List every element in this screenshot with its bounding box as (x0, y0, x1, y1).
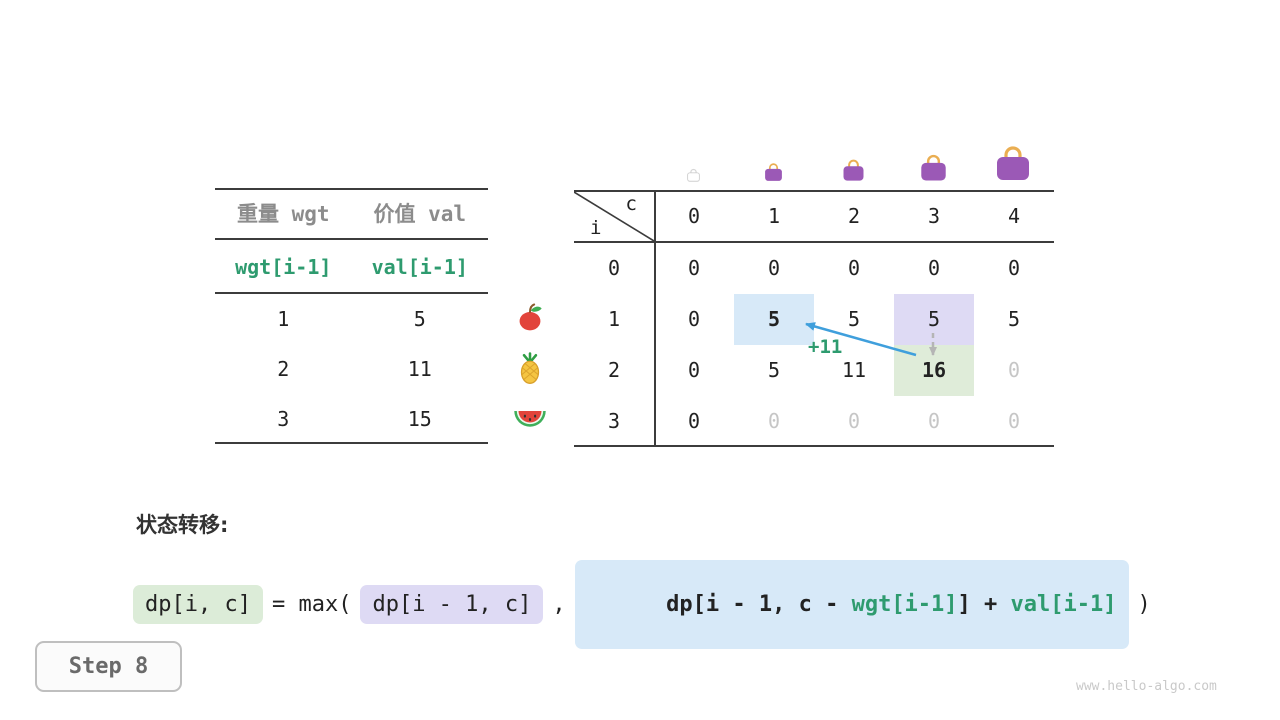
dp-row-header-1: 1 (607, 307, 621, 331)
dp-cell-r2-c3-current: 16 (894, 345, 974, 396)
dp-row-0: 0 0 0 0 0 0 (574, 243, 1054, 294)
wv-val-3: 15 (407, 407, 432, 431)
bag-icon-capacity-2 (841, 158, 866, 182)
dp-col-header-1: 1 (767, 204, 781, 228)
wv-wgt-2: 2 (277, 357, 290, 381)
wv-index-val: val[i-1] (371, 255, 468, 279)
formula-comma: , (552, 592, 566, 617)
wv-index-row: wgt[i-1] val[i-1] (215, 240, 488, 294)
dp-table: i c 0 1 2 3 4 0 0 0 0 0 0 1 0 5 5 5 5 2 (574, 190, 1054, 447)
value-gain-label: +11 (808, 336, 843, 358)
dp-row-header-2: 2 (607, 358, 621, 382)
wv-header-row: 重量 wgt 价值 val (215, 188, 488, 240)
dp-cell-r2-c2: 11 (841, 358, 867, 382)
dp-cell-r0-c2: 0 (847, 256, 861, 280)
formula-close-paren: ) (1137, 592, 1151, 617)
dp-cell-r1-c0: 0 (687, 307, 701, 331)
wv-data-row-1: 1 5 (215, 294, 488, 344)
formula-take-part1: dp[i - 1, c - (666, 592, 852, 617)
dp-axis-label-c: c (625, 193, 637, 215)
formula-take-part2: ] + (957, 592, 1011, 617)
dp-cell-r3-c0: 0 (687, 409, 701, 433)
bag-icon-capacity-4 (993, 144, 1033, 182)
step-badge: Step 8 (35, 641, 182, 692)
dp-axis-label-i: i (590, 217, 602, 239)
dp-cell-r0-c1: 0 (767, 256, 781, 280)
site-watermark: www.hello-algo.com (1076, 679, 1217, 694)
dp-cell-r1-c4: 5 (1007, 307, 1021, 331)
formula-skip-term: dp[i - 1, c] (360, 585, 544, 624)
wv-val-2: 11 (407, 357, 432, 381)
wv-data-row-2: 2 11 (215, 344, 488, 394)
dp-cell-r1-c1-source-take: 5 (734, 294, 814, 345)
dp-cell-r3-c3: 0 (927, 409, 941, 433)
watermelon-icon (513, 408, 547, 431)
dp-col-header-2: 2 (847, 204, 861, 228)
dp-axis-divider (654, 190, 656, 447)
dp-cell-r2-c4: 0 (1007, 358, 1021, 382)
dp-col-header-0: 0 (687, 204, 701, 228)
dp-col-header-4: 4 (1007, 204, 1021, 228)
formula-dp-current: dp[i, c] (133, 585, 263, 624)
wv-wgt-3: 3 (277, 407, 290, 431)
pineapple-icon (517, 351, 543, 385)
dp-row-1: 1 0 5 5 5 5 (574, 294, 1054, 345)
dp-cell-r2-c1: 5 (767, 358, 781, 382)
weight-value-table: 重量 wgt 价值 val wgt[i-1] val[i-1] 1 5 2 11… (215, 188, 488, 444)
dp-cell-r3-c1: 0 (767, 409, 781, 433)
dp-row-3: 3 0 0 0 0 0 (574, 396, 1054, 447)
wv-val-1: 5 (413, 307, 426, 331)
dp-row-header-3: 3 (607, 409, 621, 433)
wv-header-weight: 重量 wgt (236, 202, 330, 226)
bag-icon-capacity-3 (918, 153, 949, 182)
wv-index-wgt: wgt[i-1] (235, 255, 332, 279)
dp-cell-r3-c2: 0 (847, 409, 861, 433)
formula-equals-max: = max( (271, 592, 352, 617)
corner-diagonal-line (574, 192, 654, 241)
dp-cell-r1-c3-source-skip: 5 (894, 294, 974, 345)
dp-col-header-3: 3 (927, 204, 941, 228)
dp-cell-r0-c4: 0 (1007, 256, 1021, 280)
dp-cell-r2-c0: 0 (687, 358, 701, 382)
state-transition-formula: dp[i, c] = max( dp[i - 1, c] , dp[i - 1,… (133, 560, 1160, 649)
wv-wgt-1: 1 (277, 307, 290, 331)
apple-icon (515, 302, 545, 332)
dp-header-row: i c 0 1 2 3 4 (574, 190, 1054, 243)
bag-icon-capacity-0 (686, 168, 701, 182)
formula-val-identifier: val[i-1] (1010, 592, 1117, 617)
state-transition-heading: 状态转移: (136, 513, 229, 537)
dp-row-header-0: 0 (607, 256, 621, 280)
bag-icon-capacity-1 (763, 162, 784, 182)
wv-header-value: 价值 val (373, 202, 467, 226)
formula-take-term: dp[i - 1, c - wgt[i-1]] + val[i-1] (574, 560, 1129, 649)
dp-corner-cell: i c (574, 192, 654, 241)
formula-wgt-identifier: wgt[i-1] (851, 592, 958, 617)
dp-cell-r3-c4: 0 (1007, 409, 1021, 433)
wv-data-row-3: 3 15 (215, 394, 488, 444)
dp-cell-r0-c3: 0 (927, 256, 941, 280)
dp-cell-r0-c0: 0 (687, 256, 701, 280)
